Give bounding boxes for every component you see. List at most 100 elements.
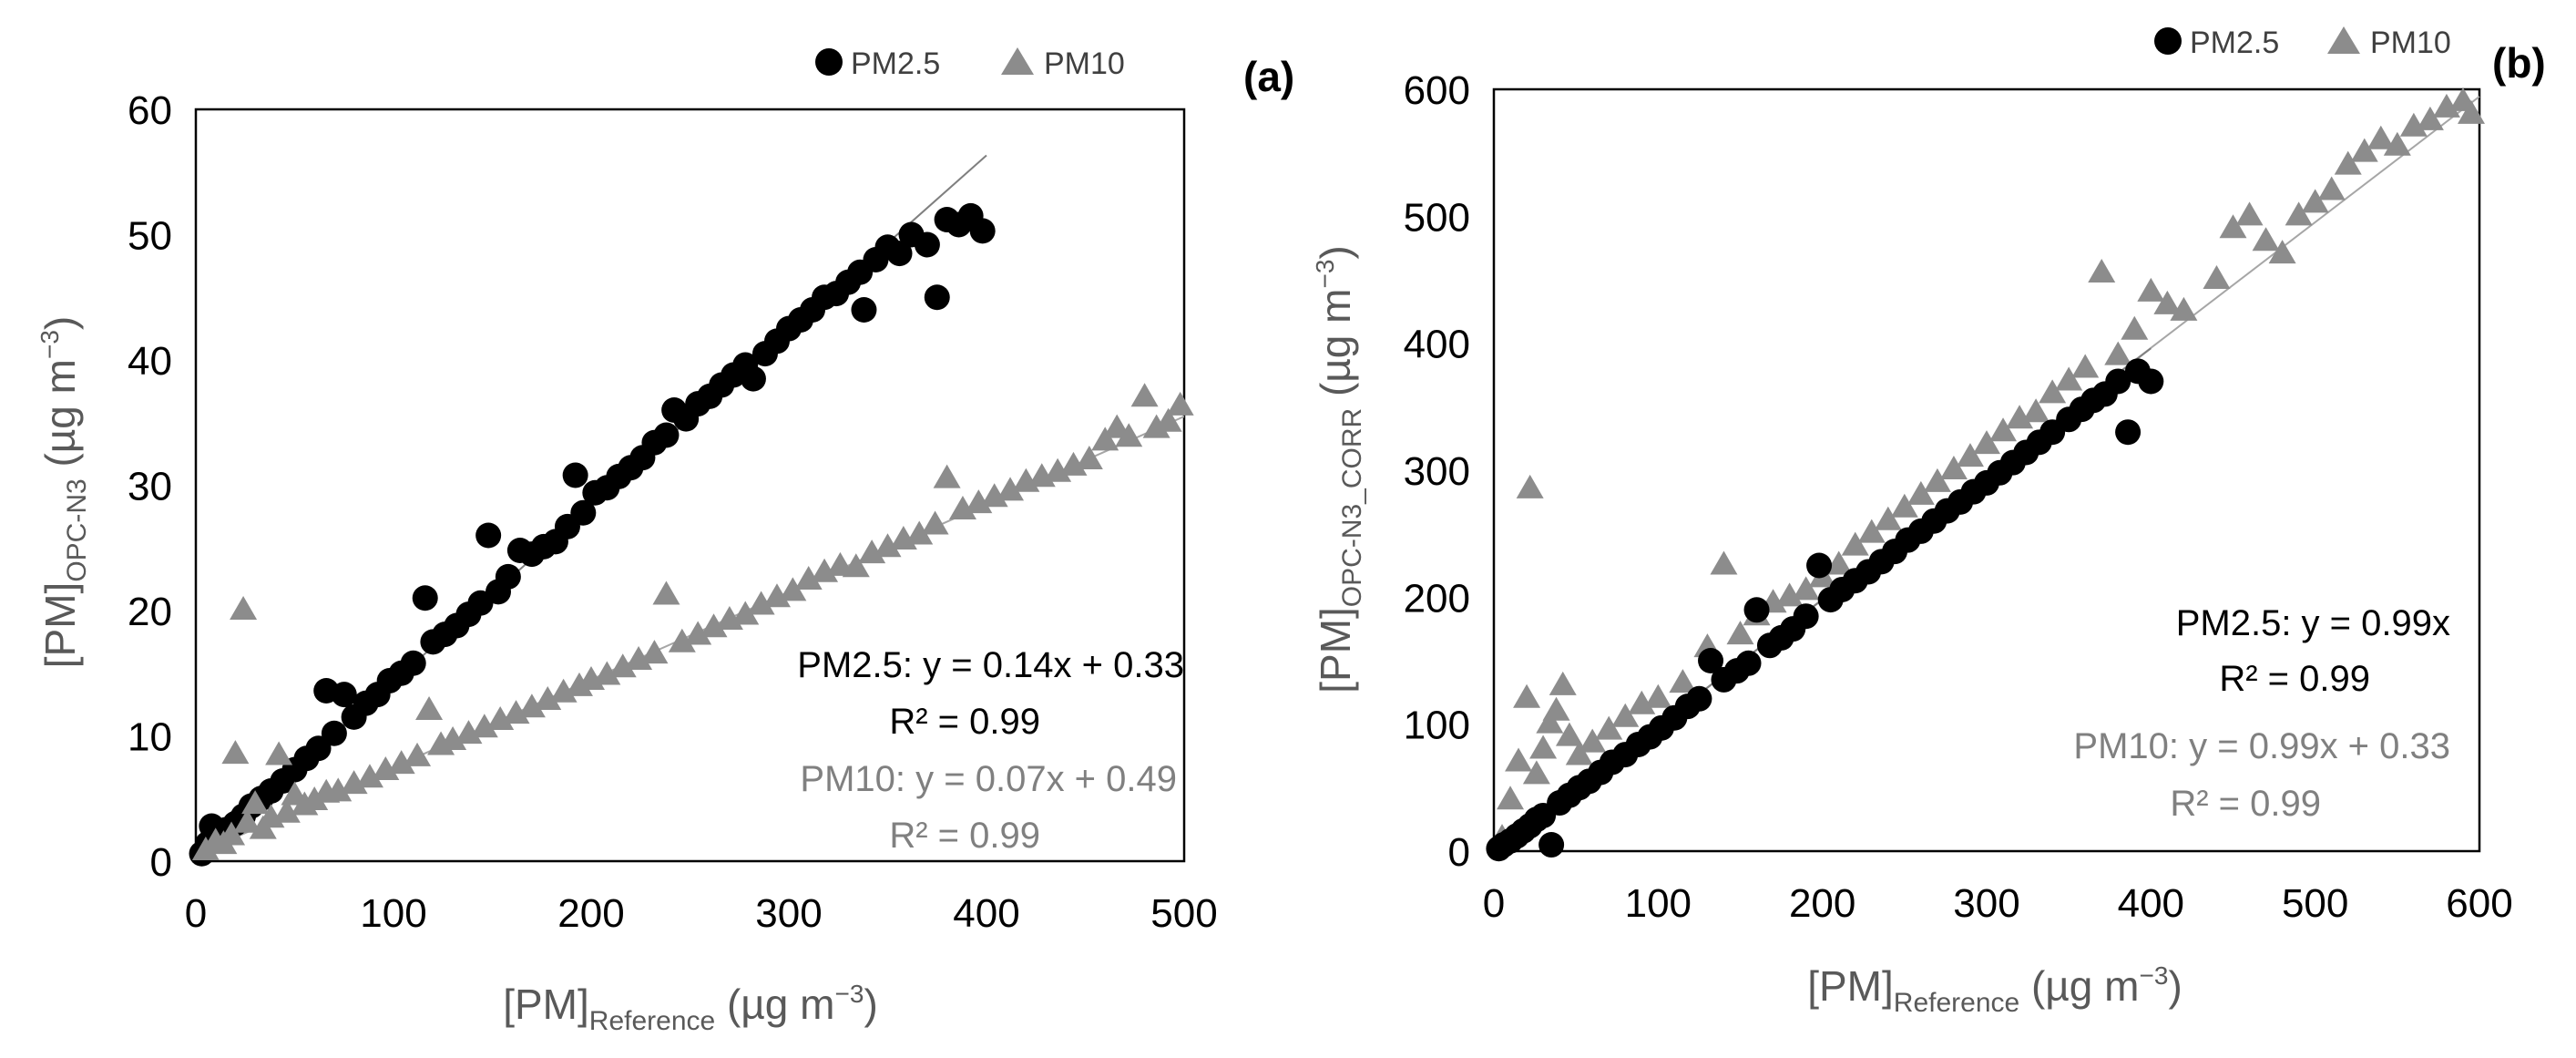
panel-b-equations: PM2.5: y = 0.99x R² = 0.99 PM10: y = 0.9…: [2073, 603, 2450, 824]
x-tick-label: 600: [2446, 881, 2512, 926]
y-tick-label: 30: [128, 465, 172, 509]
pm10-point: [858, 539, 886, 564]
pm10-point: [1075, 446, 1103, 469]
pm10-point: [1792, 576, 1820, 601]
pm10-point: [1669, 669, 1697, 693]
pm10-point: [2416, 106, 2444, 130]
pm10-point: [905, 520, 934, 545]
panel-a-label: (a): [1243, 53, 1294, 100]
pm25-point: [1806, 552, 1833, 579]
y-tick-label: 40: [128, 339, 172, 384]
pm10-point: [933, 464, 961, 488]
legend-pm10-label: PM10: [2370, 26, 2451, 60]
x-tick-label: 200: [1789, 881, 1855, 926]
pm10-point: [2022, 398, 2050, 423]
pm10-point: [1529, 734, 1558, 759]
x-tick-label: 0: [1483, 881, 1505, 926]
pm10-point: [997, 477, 1025, 501]
pm25-point: [475, 522, 502, 549]
y-tick-label: 50: [128, 214, 172, 259]
pm25-point: [495, 563, 521, 590]
pm10-point: [549, 678, 578, 703]
panel-a-points: [189, 202, 1194, 867]
panel-a-y-tick-labels: 0 10 20 30 40 50 60: [128, 88, 172, 885]
pm10-point: [486, 706, 515, 730]
panel-b-x-axis-title: [PM]Reference (µg m−3): [1807, 961, 2182, 1018]
pm10-point: [230, 596, 258, 620]
pm10-point: [980, 483, 1008, 508]
y-tick-label: 600: [1404, 68, 1470, 113]
pm10-point: [387, 750, 415, 775]
panel-a-eq-pm25-r2: R² = 0.99: [889, 702, 1040, 742]
pm25-point: [924, 284, 950, 311]
pm10-point: [874, 533, 902, 558]
panel-b-eq-pm10: PM10: y = 0.99x + 0.33: [2073, 726, 2450, 766]
pm25-point: [914, 231, 940, 258]
panel-b-chart: PM2.5 PM10 (b) 0 100 200 300 400 500 600 0 100 2…: [1311, 26, 2546, 1018]
pm10-point: [794, 566, 823, 590]
pm25-point: [305, 735, 332, 762]
x-tick-label: 500: [2282, 881, 2348, 926]
pm10-point: [1154, 407, 1182, 432]
pm25-point: [321, 720, 347, 746]
pm10-point: [1726, 621, 1754, 645]
pm10-point: [1923, 467, 1951, 492]
pm10-point: [747, 591, 775, 615]
panel-b-eq-pm25-r2: R² = 0.99: [2219, 659, 2370, 699]
pm25-point: [2138, 368, 2164, 395]
panel-a-eq-pm25: PM2.5: y = 0.14x + 0.33: [797, 645, 1184, 685]
pm10-point: [404, 742, 432, 766]
panel-a-x-axis-title: [PM]Reference (µg m−3): [503, 980, 878, 1036]
pm25-point: [1793, 603, 1819, 630]
pm10-point: [1644, 683, 1672, 708]
pm10-point: [1579, 728, 1607, 753]
pm10-point: [2137, 277, 2165, 302]
panel-b-points: [1486, 87, 2485, 862]
panel-a-equations: PM2.5: y = 0.14x + 0.33 R² = 0.99 PM10: …: [797, 645, 1184, 856]
pm10-point: [762, 583, 791, 608]
pm10-point: [455, 720, 483, 745]
pm10-point: [340, 770, 368, 795]
pm10-point: [2317, 176, 2346, 200]
x-tick-label: 300: [755, 891, 822, 936]
y-tick-label: 0: [1448, 830, 1470, 875]
pm10-point: [1973, 430, 2000, 455]
pm10-point: [1166, 391, 1194, 416]
pm25-point: [1698, 648, 1724, 673]
pm10-point: [301, 786, 329, 810]
pm10-point: [2219, 214, 2247, 239]
pm10-point: [2334, 150, 2362, 175]
panel-b-eq-pm25: PM2.5: y = 0.99x: [2176, 603, 2450, 643]
pm10-point: [640, 640, 669, 664]
pm25-point: [2105, 368, 2131, 395]
pm10-point: [1956, 443, 1984, 467]
pm10-point: [372, 756, 400, 780]
pm25-point: [412, 585, 438, 611]
pm10-point: [1890, 493, 1918, 518]
pm10-point: [731, 601, 760, 625]
pm25-point: [1538, 832, 1565, 858]
pm25-point: [740, 365, 766, 392]
pm10-point: [1542, 696, 1570, 721]
legend-pm10-marker: [2327, 26, 2360, 54]
series-PM25: [189, 202, 996, 867]
panel-a-plot-area: [194, 108, 1186, 863]
pm10-point: [1939, 456, 1968, 479]
pm10-point: [2121, 315, 2149, 340]
pm10-point: [1555, 722, 1583, 746]
panel-a-trendlines: [195, 154, 1185, 858]
pm25-point: [886, 241, 913, 267]
pm10-point: [2383, 131, 2411, 156]
pm10-point: [218, 821, 246, 846]
legend-pm25-label: PM2.5: [851, 46, 940, 81]
pm10-point: [1142, 414, 1170, 438]
pm10-point: [668, 628, 696, 652]
pm10-point: [1628, 690, 1656, 714]
y-tick-label: 20: [128, 590, 172, 634]
pm10-point: [965, 489, 993, 514]
y-tick-label: 0: [150, 840, 172, 885]
pm10-point: [700, 613, 728, 638]
pm10-point: [2088, 259, 2116, 283]
pm10-point: [2268, 240, 2296, 264]
pm10-point: [1059, 451, 1088, 476]
